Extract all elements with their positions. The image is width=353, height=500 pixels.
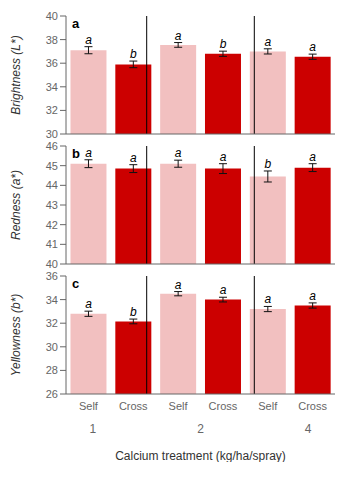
svg-text:Self: Self (258, 400, 278, 412)
svg-text:Self: Self (79, 400, 99, 412)
svg-text:a: a (85, 146, 92, 160)
svg-text:a: a (220, 150, 227, 164)
svg-text:Redness (a*): Redness (a*) (9, 170, 23, 240)
svg-text:34: 34 (46, 294, 58, 306)
svg-text:1: 1 (90, 422, 97, 436)
html-text:a: a (72, 16, 80, 31)
svg-text:40: 40 (46, 10, 58, 22)
svg-text:Yellowness (b*): Yellowness (b*) (9, 294, 23, 377)
svg-text:41: 41 (46, 238, 58, 250)
svg-text:30: 30 (46, 341, 58, 353)
svg-text:a: a (85, 297, 92, 311)
svg-text:a: a (220, 283, 227, 297)
svg-text:38: 38 (46, 34, 58, 46)
svg-text:32: 32 (46, 317, 58, 329)
svg-text:34: 34 (46, 81, 58, 93)
svg-text:32: 32 (46, 104, 58, 116)
svg-text:45: 45 (46, 160, 58, 172)
svg-text:Cross: Cross (209, 400, 238, 412)
svg-text:b: b (220, 37, 227, 51)
svg-text:26: 26 (46, 388, 58, 400)
svg-text:a: a (175, 29, 182, 43)
svg-text:a: a (264, 35, 271, 49)
svg-text:b: b (130, 305, 137, 319)
svg-text:46: 46 (46, 140, 58, 152)
svg-text:Brightness (L*): Brightness (L*) (9, 35, 23, 114)
svg-text:Cross: Cross (119, 400, 148, 412)
svg-text:Calcium treatment (kg/ha/spray: Calcium treatment (kg/ha/spray) (115, 449, 286, 462)
svg-text:36: 36 (46, 270, 58, 282)
svg-text:4: 4 (305, 422, 312, 436)
svg-text:a: a (130, 151, 137, 165)
svg-text:42: 42 (46, 219, 58, 231)
svg-text:43: 43 (46, 199, 58, 211)
svg-text:a: a (85, 33, 92, 47)
svg-text:36: 36 (46, 57, 58, 69)
svg-text:a: a (309, 289, 316, 303)
svg-text:b: b (130, 47, 137, 61)
svg-text:a: a (175, 278, 182, 292)
html-text:b: b (72, 146, 80, 161)
svg-text:2: 2 (197, 422, 204, 436)
svg-text:a: a (175, 146, 182, 160)
svg-text:b: b (264, 157, 271, 171)
html-text:c: c (72, 276, 80, 291)
svg-text:Cross: Cross (298, 400, 327, 412)
svg-text:a: a (309, 40, 316, 54)
svg-text:Self: Self (169, 400, 189, 412)
svg-text:30: 30 (46, 128, 58, 138)
svg-text:a: a (264, 292, 271, 306)
svg-text:40: 40 (46, 258, 58, 268)
svg-text:a: a (309, 150, 316, 164)
svg-text:28: 28 (46, 364, 58, 376)
svg-text:44: 44 (46, 179, 58, 191)
